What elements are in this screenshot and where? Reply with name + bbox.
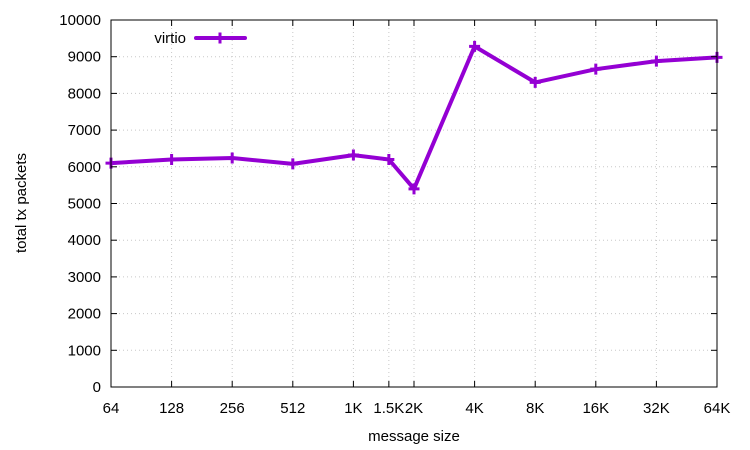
x-tick-label: 1.5K: [373, 400, 404, 417]
y-tick-label: 0: [93, 379, 101, 396]
x-axis-title: message size: [368, 428, 460, 445]
series-line-virtio: [109, 44, 719, 191]
y-tick-label: 2000: [68, 306, 101, 323]
y-tick-label: 9000: [68, 49, 101, 66]
y-tick-label: 7000: [68, 122, 101, 139]
x-tick-label: 8K: [526, 400, 544, 417]
x-tick-label: 2K: [405, 400, 423, 417]
data-point-marker: [383, 153, 395, 165]
data-point-marker: [166, 153, 178, 165]
y-tick-label: 10000: [59, 12, 101, 29]
x-tick-label: 16K: [582, 400, 609, 417]
data-point-marker: [469, 40, 481, 52]
y-axis-title: total tx packets: [13, 153, 30, 253]
x-tick-label: 512: [280, 400, 305, 417]
x-tick-label: 256: [220, 400, 245, 417]
y-tick-label: 1000: [68, 342, 101, 359]
legend-label-virtio: virtio: [154, 30, 186, 47]
data-point-marker: [226, 152, 238, 164]
y-tick-label: 5000: [68, 196, 101, 213]
x-tick-label: 128: [159, 400, 184, 417]
x-tick-label: 1K: [344, 400, 362, 417]
data-point-marker: [287, 158, 299, 170]
x-tick-label: 64: [103, 400, 120, 417]
data-point-marker: [529, 76, 541, 88]
y-tick-label: 6000: [68, 159, 101, 176]
y-tick-label: 3000: [68, 269, 101, 286]
legend-marker-virtio: [214, 32, 226, 44]
x-tick-label: 4K: [465, 400, 483, 417]
plot-frame: [110, 19, 718, 388]
data-point-marker: [347, 149, 359, 161]
y-tick-label: 8000: [68, 85, 101, 102]
x-tick-label: 64K: [704, 400, 731, 417]
y-axis: 0 1000 2000 3000 4000 5000 6000 7000 8000 9000 100…: [59, 12, 717, 396]
legend: virtio: [154, 30, 247, 47]
data-point-marker: [650, 55, 662, 67]
series-layer: [105, 40, 723, 195]
y-tick-label: 4000: [68, 232, 101, 249]
data-point-marker: [408, 183, 420, 195]
grid-lines: [111, 20, 717, 387]
data-point-marker: [590, 63, 602, 75]
x-tick-label: 32K: [643, 400, 670, 417]
x-axis: 64 128 256 512 1K 1.5K 2K 4K 8K 16K 32K 64K: [103, 20, 731, 417]
